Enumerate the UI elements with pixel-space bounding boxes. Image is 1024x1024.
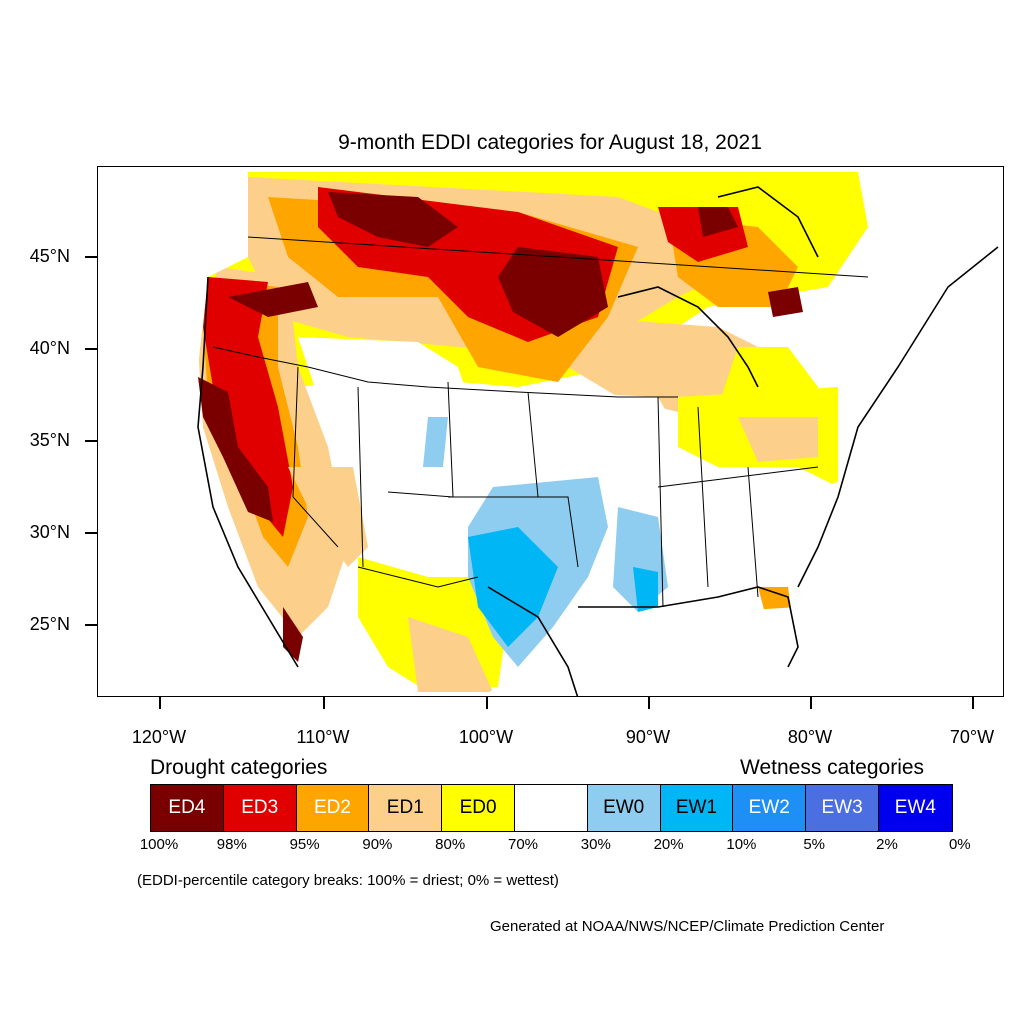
x-tick-120: [159, 697, 161, 709]
legend-swatch-ew2: EW2: [733, 785, 807, 831]
category-legend: ED4 ED3 ED2 ED1 ED0 EW0 EW1 EW2 EW3 EW4: [150, 784, 953, 832]
percentile-break-label: 30%: [580, 836, 611, 853]
legend-swatch-ew3: EW3: [806, 785, 879, 831]
y-tick-label-30: 30°N: [29, 522, 70, 542]
y-tick-label-40: 40°N: [29, 338, 70, 358]
legend-swatch-ed4: ED4: [151, 785, 224, 831]
x-tick-label-80: 80°W: [787, 727, 833, 747]
x-tick-80: [810, 697, 812, 709]
percentile-break-label: 2%: [876, 836, 898, 853]
percentile-break-label: 70%: [507, 836, 539, 853]
x-tick-label-90: 90°W: [625, 727, 671, 747]
legend-swatch-ew0: EW0: [587, 785, 661, 831]
percentile-break-label: 98%: [216, 836, 247, 853]
percentile-break-label: 0%: [948, 836, 971, 853]
percentile-break-label: 90%: [362, 836, 393, 853]
x-tick-70: [972, 697, 974, 709]
legend-swatch-ew4: EW4: [878, 785, 952, 831]
y-tick-label-35: 35°N: [29, 430, 70, 450]
boundaries: [197, 186, 999, 696]
land-fill: [198, 172, 868, 692]
percentile-break-label: 80%: [435, 836, 466, 853]
credit-line: Generated at NOAA/NWS/NCEP/Climate Predi…: [490, 918, 885, 935]
y-tick-label-25: 25°N: [29, 614, 70, 634]
category-note: (EDDI-percentile category breaks: 100% =…: [137, 872, 559, 889]
percentile-break-label: 10%: [726, 836, 757, 853]
x-tick-label-100: 100°W: [458, 727, 514, 747]
y-tick-30: [85, 532, 97, 534]
wetness-categories-heading: Wetness categories: [740, 756, 925, 779]
y-tick-35: [85, 440, 97, 442]
eddi-map: [97, 166, 1004, 697]
percentile-break-label: 100%: [139, 836, 179, 853]
x-tick-90: [648, 697, 650, 709]
legend-swatch-neutral: [514, 785, 588, 831]
x-tick-110: [323, 697, 325, 709]
x-tick-label-70: 70°W: [949, 727, 995, 747]
water-mask: [98, 167, 1003, 696]
x-tick-100: [486, 697, 488, 709]
map-title: 9-month EDDI categories for August 18, 2…: [338, 131, 762, 154]
map-canvas: [98, 167, 1003, 696]
legend-swatch-ew1: EW1: [660, 785, 734, 831]
legend-swatch-ed2: ED2: [296, 785, 370, 831]
x-tick-label-120: 120°W: [131, 727, 187, 747]
drought-categories-heading: Drought categories: [150, 756, 328, 779]
percentile-break-label: 95%: [289, 836, 320, 853]
y-tick-40: [85, 348, 97, 350]
legend-swatch-ed1: ED1: [369, 785, 443, 831]
y-tick-45: [85, 256, 97, 258]
x-tick-label-110: 110°W: [296, 727, 350, 747]
percentile-break-label: 5%: [803, 836, 826, 853]
y-tick-label-45: 45°N: [29, 246, 70, 266]
percentile-break-label: 20%: [653, 836, 684, 853]
y-tick-25: [85, 624, 97, 626]
legend-swatch-ed3: ED3: [223, 785, 297, 831]
legend-swatch-ed0: ED0: [442, 785, 515, 831]
